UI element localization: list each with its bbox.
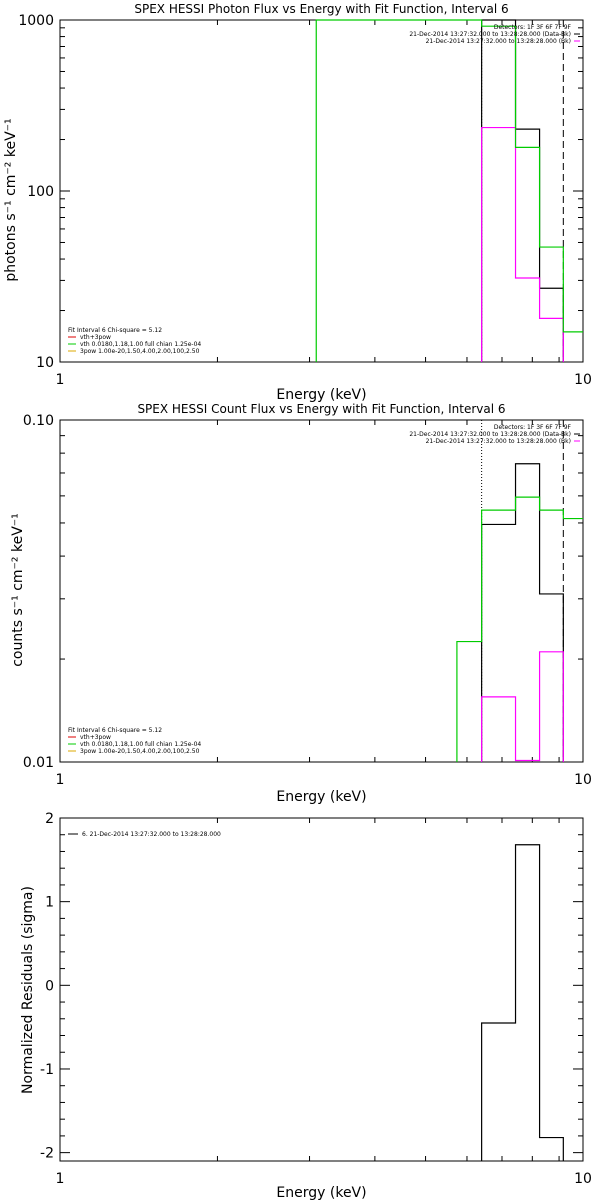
y-tick-label: 0.01 (23, 755, 54, 771)
legend-text: vth 0.0180,1.18,1.00 full chian 1.25e-04 (80, 741, 201, 748)
chart-title: SPEX HESSI Count Flux vs Energy with Fit… (137, 402, 505, 416)
plot-frame (59, 817, 584, 1162)
legend-text: vth+3pow (80, 334, 111, 341)
legend-text: 6. 21-Dec-2014 13:27:32.000 to 13:28:28.… (82, 831, 221, 838)
y-tick-label: 1 (45, 895, 54, 911)
series-3-line (315, 19, 583, 362)
chart-panel-2 (59, 419, 584, 763)
series-1-line (481, 844, 564, 1161)
series-3-line (456, 496, 583, 762)
series-1-line (481, 19, 564, 362)
x-tick-label: 1 (56, 1171, 65, 1187)
series-2-line (481, 126, 564, 362)
chart-panel-3 (59, 817, 584, 1162)
x-tick-label: 10 (574, 772, 592, 788)
y-tick-label: 1000 (18, 13, 54, 29)
legend-text: 3pow 1.00e-20,1.50,4.00,2.00,100,2.50 (80, 348, 200, 355)
info-text: 21-Dec-2014 13:27:32.000 to 13:28:28.000… (409, 431, 571, 438)
y-tick-label: 0.10 (23, 413, 54, 429)
info-text: Detectors: 1F 3F 6F 7F 9F (494, 424, 572, 431)
x-axis-label: Energy (keV) (276, 1185, 366, 1200)
y-tick-label: 0 (45, 978, 54, 994)
y-tick-label: -1 (40, 1062, 54, 1078)
y-axis-label: Normalized Residuals (sigma) (20, 886, 36, 1094)
legend-text: 3pow 1.00e-20,1.50,4.00,2.00,100,2.50 (80, 748, 200, 755)
legend-text: Fit Interval 6 Chi-square = 5.12 (68, 727, 162, 734)
x-axis-label: Energy (keV) (276, 789, 366, 805)
x-tick-label: 10 (574, 1171, 592, 1187)
x-tick-label: 1 (56, 772, 65, 788)
info-text: 21-Dec-2014 13:27:32.000 to 13:28:28.000… (426, 438, 571, 445)
legend-text: vth+3pow (80, 734, 111, 741)
y-tick-label: 100 (27, 184, 54, 200)
y-tick-label: 10 (36, 355, 54, 371)
chart-panel-1 (59, 19, 584, 363)
series-1-line (481, 463, 564, 762)
info-text: 21-Dec-2014 13:27:32.000 to 13:28:28.000… (409, 31, 571, 38)
y-axis-label: counts s⁻¹ cm⁻² keV⁻¹ (10, 513, 26, 667)
chart-title: SPEX HESSI Photon Flux vs Energy with Fi… (134, 2, 508, 16)
x-axis-label: Energy (keV) (276, 387, 366, 403)
info-text: 21-Dec-2014 13:27:32.000 to 13:28:28.000… (426, 38, 571, 45)
info-text: Detectors: 1F 3F 6F 7F 9F (494, 24, 572, 31)
y-axis-label: photons s⁻¹ cm⁻² keV⁻¹ (3, 118, 19, 281)
y-tick-label: -2 (40, 1146, 54, 1162)
plot-frame (59, 419, 584, 763)
plot-frame (59, 19, 584, 363)
x-tick-label: 10 (574, 372, 592, 388)
y-tick-label: 2 (45, 811, 54, 827)
series-2-line (481, 651, 564, 762)
legend-text: Fit Interval 6 Chi-square = 5.12 (68, 327, 162, 334)
legend-text: vth 0.0180,1.18,1.00 full chian 1.25e-04 (80, 341, 201, 348)
x-tick-label: 1 (56, 372, 65, 388)
